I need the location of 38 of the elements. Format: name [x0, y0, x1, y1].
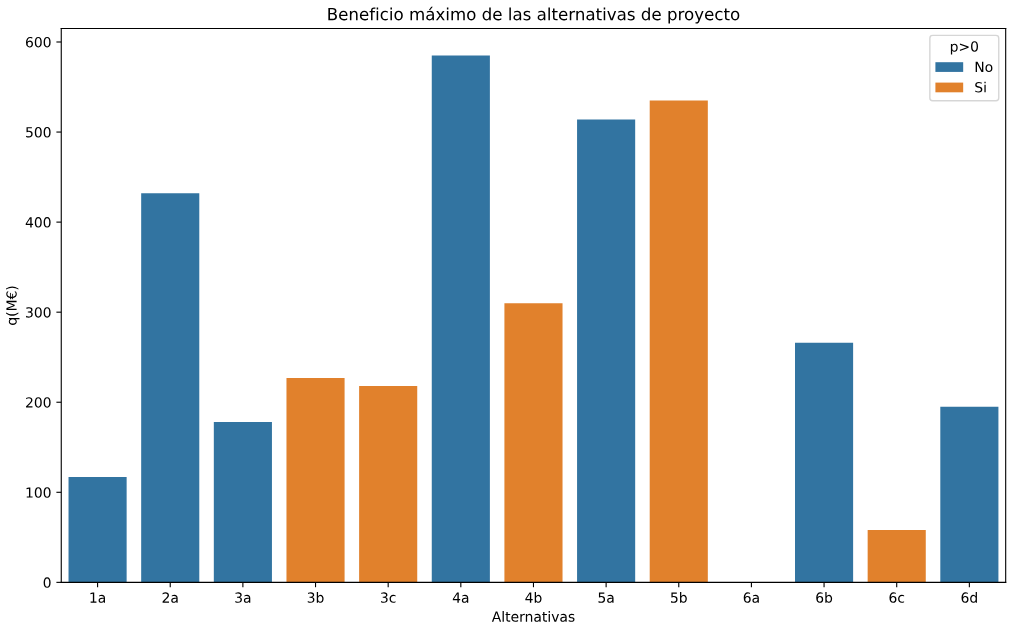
x-axis-title: Alternativas: [491, 611, 575, 622]
x-tick-label: 6c: [889, 592, 905, 603]
x-tick-label: 3b: [307, 592, 324, 603]
bar: [795, 342, 854, 583]
bar: [867, 530, 926, 583]
x-tick-label: 6d: [961, 592, 977, 603]
x-tick-label: 5a: [598, 592, 614, 603]
y-tick-label: 100: [26, 487, 51, 498]
legend-title: p>0: [950, 41, 979, 55]
bar: [359, 386, 418, 583]
x-tick-label: 4a: [452, 592, 469, 603]
x-tick-label: 5b: [671, 592, 687, 603]
x-tick-label: 3c: [381, 592, 396, 603]
legend-label: Si: [975, 81, 986, 93]
y-tick-label: 600: [26, 36, 51, 48]
y-tick-label: 0: [43, 577, 51, 588]
x-tick-label: 6a: [743, 592, 759, 603]
chart-title: Beneficio máximo de las alternativas de proyecto: [328, 6, 740, 24]
y-axis-title: q(M€): [6, 286, 20, 325]
bar: [141, 193, 200, 583]
x-tick-label: 4b: [525, 592, 542, 603]
y-tick-label: 400: [25, 217, 51, 228]
x-tick-label: 6b: [816, 592, 833, 603]
legend-label: No: [975, 61, 993, 73]
bar: [649, 100, 708, 583]
y-tick-label: 300: [26, 307, 51, 318]
bar: [940, 406, 999, 583]
y-tick-label: 200: [26, 397, 51, 408]
bar: [577, 119, 636, 583]
x-tick-label: 1a: [90, 592, 105, 603]
bar: [286, 377, 345, 583]
bar: [213, 422, 272, 583]
x-tick-label: 3a: [235, 592, 251, 603]
y-tick-label: 500: [26, 127, 51, 138]
bar: [431, 55, 490, 583]
bar: [504, 303, 563, 583]
x-tick-label: 2a: [162, 592, 178, 603]
bar: [68, 476, 127, 583]
